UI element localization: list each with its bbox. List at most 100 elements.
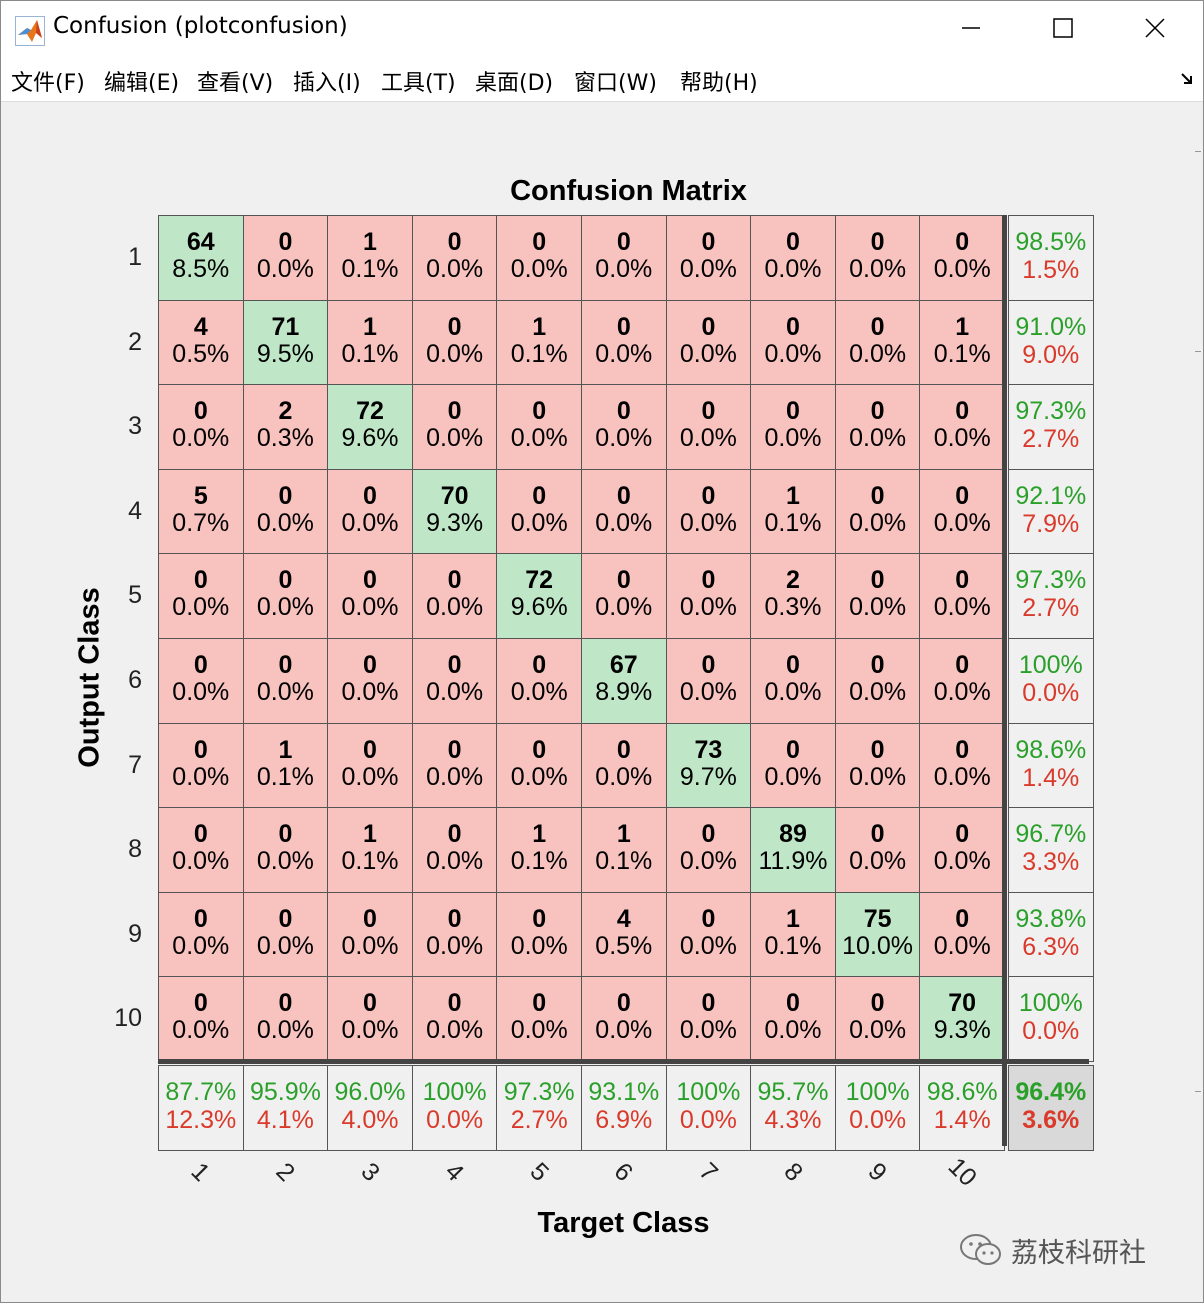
column-tick-label: 9 (862, 1156, 893, 1187)
menu-file[interactable]: 文件(F) (11, 71, 85, 96)
cell-percent: 0.0% (426, 424, 484, 453)
cell-percent: 0.0% (595, 593, 653, 622)
row-summary-cell: 92.1% 7.9% (1008, 468, 1094, 555)
cell-count: 0 (870, 735, 885, 764)
matrix-cell: 0 0.0% (665, 215, 752, 301)
row-error: 2.7% (1022, 425, 1080, 454)
cell-percent: 0.0% (849, 678, 907, 706)
matrix-cell: 0 0.0% (158, 384, 244, 470)
cell-count: 0 (955, 904, 970, 933)
cell-percent: 9.3% (933, 1016, 991, 1045)
matrix-cell: 0 0.0% (581, 722, 667, 809)
cell-count: 0 (363, 651, 377, 679)
close-button[interactable] (1109, 1, 1201, 59)
row-accuracy: 97.3% (1015, 566, 1087, 595)
cell-percent: 0.0% (933, 508, 991, 537)
column-summary-cell: 100% 0.0% (411, 1065, 498, 1151)
cell-percent: 0.0% (510, 508, 568, 537)
cell-count: 1 (955, 312, 970, 341)
cell-count: 1 (278, 735, 293, 764)
cell-percent: 0.1% (595, 847, 653, 876)
cell-percent: 0.0% (933, 762, 991, 791)
matrix-cell: 0 0.0% (665, 468, 752, 555)
column-accuracy: 98.6% (926, 1078, 998, 1106)
cell-percent: 0.1% (510, 339, 568, 368)
minimize-button[interactable] (925, 1, 1017, 59)
matrix-cell: 0 0.0% (496, 384, 582, 470)
row-error: 6.3% (1022, 932, 1080, 961)
cell-count: 0 (701, 566, 716, 595)
summary-divider-vertical (1002, 215, 1007, 1146)
matrix-cell: 0 0.0% (834, 299, 921, 386)
row-tick-label: 6 (128, 666, 142, 694)
matrix-cell: 0 0.0% (411, 891, 498, 978)
column-tick-label: 3 (355, 1156, 385, 1187)
column-summary-cell: 97.3% 2.7% (496, 1065, 582, 1151)
matrix-cell: 0 0.0% (411, 299, 498, 386)
cell-percent: 0.1% (764, 508, 822, 537)
cell-count: 70 (948, 989, 977, 1018)
cell-percent: 0.0% (595, 1016, 653, 1045)
menu-view[interactable]: 查看(V) (197, 71, 274, 96)
menu-edit[interactable]: 编辑(E) (104, 71, 180, 96)
cell-percent: 0.0% (510, 1016, 568, 1045)
cell-percent: 0.0% (849, 255, 907, 283)
matrix-cell: 0 0.0% (750, 722, 836, 809)
maximize-button[interactable] (1017, 1, 1109, 59)
matrix-cell: 72 9.6% (496, 553, 582, 639)
cell-count: 1 (786, 481, 800, 510)
matrix-cell: 0 0.0% (919, 891, 1005, 978)
cell-count: 0 (193, 820, 208, 849)
matrix-cell: 1 0.1% (496, 299, 582, 386)
column-accuracy: 100% (422, 1078, 487, 1106)
cell-count: 2 (278, 397, 293, 426)
cell-count: 0 (701, 651, 716, 679)
menu-help[interactable]: 帮助(H) (680, 71, 758, 96)
matrix-cell: 1 0.1% (327, 807, 413, 893)
row-error: 2.7% (1022, 594, 1080, 623)
overall-accuracy: 96.4% (1015, 1078, 1087, 1106)
cell-percent: 0.0% (426, 847, 484, 876)
menu-desktop[interactable]: 桌面(D) (475, 71, 554, 96)
cell-count: 0 (870, 820, 885, 849)
matrix-cell: 72 9.6% (327, 384, 413, 470)
cell-percent: 0.0% (849, 593, 907, 622)
minimize-icon (960, 17, 982, 43)
cell-count: 0 (786, 735, 800, 764)
column-tick-label: 2 (270, 1156, 301, 1187)
column-error: 0.0% (426, 1106, 484, 1134)
watermark-text: 荔枝科研社 (1011, 1237, 1146, 1269)
menu-bar: 文件(F) 编辑(E) 查看(V) 插入(I) 工具(T) 桌面(D) 窗口(W… (1, 59, 1203, 102)
cell-count: 0 (786, 651, 800, 679)
menu-window[interactable]: 窗口(W) (574, 71, 657, 96)
cell-percent: 0.1% (933, 339, 991, 368)
matrix-cell: 0 0.0% (665, 299, 752, 386)
cell-percent: 0.0% (849, 339, 907, 368)
dock-arrow-icon[interactable] (1179, 71, 1195, 87)
cell-count: 67 (609, 651, 638, 679)
matrix-cell: 0 0.0% (496, 215, 582, 301)
matrix-cell: 0 0.0% (581, 299, 667, 386)
cell-percent: 0.0% (426, 678, 484, 706)
column-accuracy: 100% (845, 1078, 910, 1106)
menu-insert[interactable]: 插入(I) (293, 71, 361, 96)
cell-percent: 0.0% (595, 424, 653, 453)
menu-tools[interactable]: 工具(T) (381, 71, 456, 96)
column-accuracy: 96.0% (334, 1078, 406, 1106)
cell-percent: 0.0% (341, 593, 399, 622)
row-summary-cell: 97.3% 2.7% (1008, 553, 1094, 639)
cell-percent: 0.0% (849, 762, 907, 791)
cell-count: 0 (870, 397, 885, 426)
cell-count: 0 (701, 397, 716, 426)
cell-percent: 0.1% (764, 931, 822, 960)
cell-percent: 0.0% (341, 762, 399, 791)
cell-count: 1 (786, 904, 800, 933)
cell-count: 0 (701, 228, 716, 256)
cell-count: 0 (532, 904, 547, 933)
matrix-cell: 0 0.0% (665, 384, 752, 470)
matrix-cell: 0 0.0% (834, 722, 921, 809)
cell-percent: 0.0% (172, 762, 230, 791)
column-error: 1.4% (933, 1106, 991, 1134)
overall-error: 3.6% (1022, 1106, 1080, 1134)
